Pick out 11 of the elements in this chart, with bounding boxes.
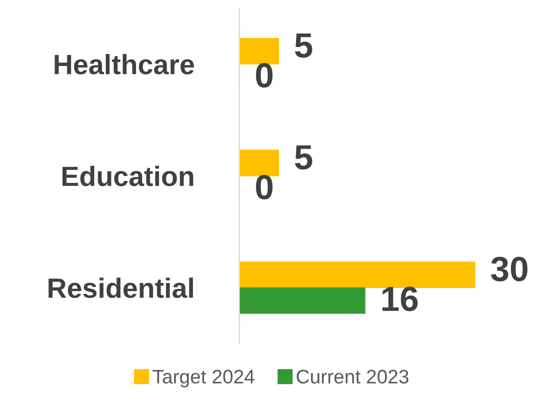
- y-tick-label: Residential: [48, 278, 193, 298]
- data-label: 0: [256, 174, 273, 200]
- y-tick-label: Healthcare: [54, 54, 194, 74]
- legend-label: Current 2023: [296, 370, 408, 384]
- data-label: 5: [294, 145, 312, 170]
- data-label: 30: [491, 256, 528, 282]
- data-label: 5: [294, 34, 312, 58]
- y-tick-label: Education: [62, 166, 194, 186]
- legend-label: Target 2024: [152, 370, 254, 388]
- data-label: 16: [382, 286, 418, 312]
- data-label: 0: [256, 63, 273, 88]
